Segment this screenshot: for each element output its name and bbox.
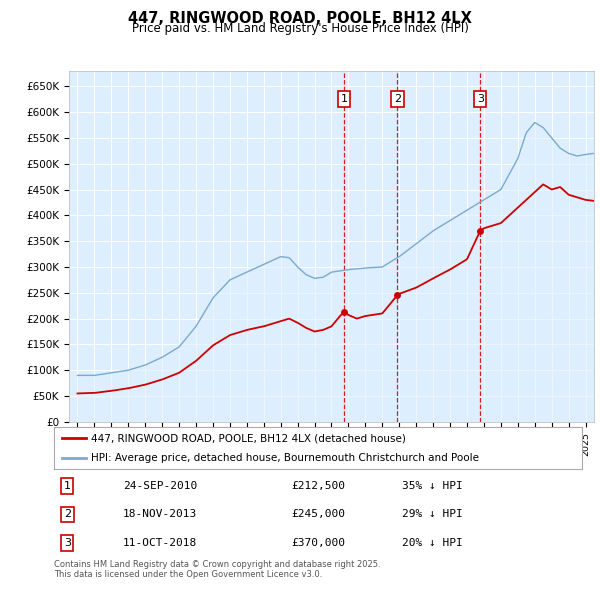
Text: Price paid vs. HM Land Registry's House Price Index (HPI): Price paid vs. HM Land Registry's House …: [131, 22, 469, 35]
Text: 2: 2: [64, 510, 71, 519]
Text: 35% ↓ HPI: 35% ↓ HPI: [403, 481, 463, 491]
Text: £370,000: £370,000: [292, 538, 346, 548]
Text: HPI: Average price, detached house, Bournemouth Christchurch and Poole: HPI: Average price, detached house, Bour…: [91, 454, 479, 463]
Text: £212,500: £212,500: [292, 481, 346, 491]
Text: 29% ↓ HPI: 29% ↓ HPI: [403, 510, 463, 519]
Text: 18-NOV-2013: 18-NOV-2013: [122, 510, 197, 519]
Text: 447, RINGWOOD ROAD, POOLE, BH12 4LX (detached house): 447, RINGWOOD ROAD, POOLE, BH12 4LX (det…: [91, 433, 406, 443]
Text: 3: 3: [476, 94, 484, 104]
Text: 20% ↓ HPI: 20% ↓ HPI: [403, 538, 463, 548]
Text: 1: 1: [340, 94, 347, 104]
Text: 11-OCT-2018: 11-OCT-2018: [122, 538, 197, 548]
Text: £245,000: £245,000: [292, 510, 346, 519]
Text: 447, RINGWOOD ROAD, POOLE, BH12 4LX: 447, RINGWOOD ROAD, POOLE, BH12 4LX: [128, 11, 472, 25]
Text: 2: 2: [394, 94, 401, 104]
Text: 1: 1: [64, 481, 71, 491]
Text: 3: 3: [64, 538, 71, 548]
Text: Contains HM Land Registry data © Crown copyright and database right 2025.
This d: Contains HM Land Registry data © Crown c…: [54, 560, 380, 579]
Text: 24-SEP-2010: 24-SEP-2010: [122, 481, 197, 491]
